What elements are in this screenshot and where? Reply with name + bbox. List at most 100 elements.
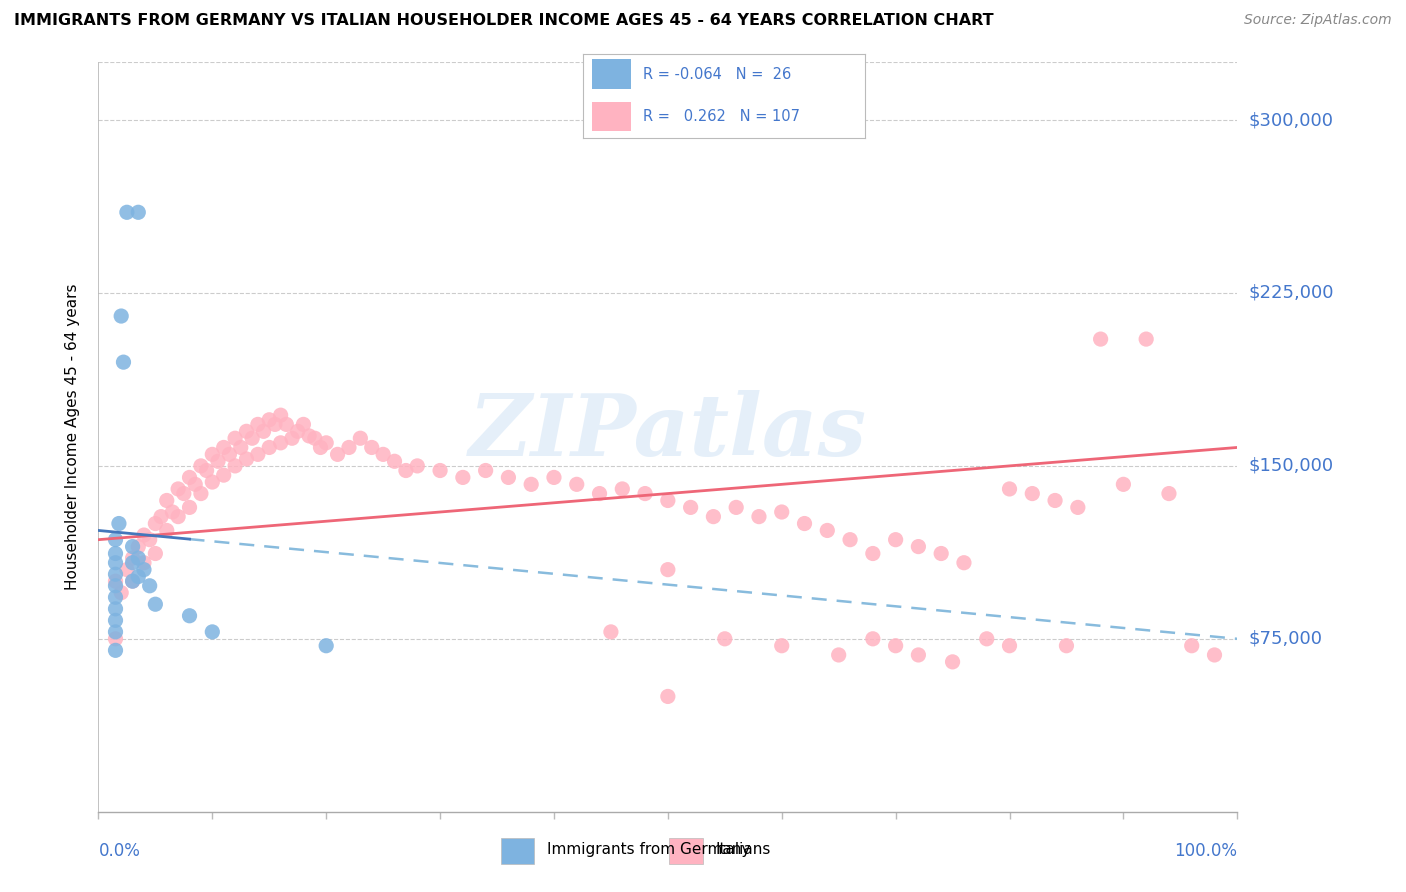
Point <box>167 509 190 524</box>
Point <box>104 591 127 605</box>
Point <box>862 547 884 561</box>
Point <box>634 486 657 500</box>
Text: Italians: Italians <box>716 842 770 857</box>
Point <box>565 477 588 491</box>
Point <box>132 563 155 577</box>
Point <box>270 435 292 450</box>
Point <box>201 447 224 461</box>
Point <box>884 533 907 547</box>
Point <box>121 540 143 554</box>
Point <box>167 482 190 496</box>
Point <box>246 447 269 461</box>
Point <box>104 602 127 616</box>
Point <box>1043 493 1066 508</box>
Point <box>748 509 770 524</box>
Text: $225,000: $225,000 <box>1249 284 1334 302</box>
Point <box>121 574 143 589</box>
Point <box>104 624 127 639</box>
Point <box>384 454 406 468</box>
Text: $75,000: $75,000 <box>1249 630 1323 648</box>
Point <box>121 556 143 570</box>
Point <box>520 477 543 491</box>
Point <box>976 632 998 646</box>
Point <box>1204 648 1226 662</box>
Point <box>474 463 496 477</box>
Point <box>828 648 851 662</box>
Point <box>201 475 224 489</box>
Point <box>179 608 201 623</box>
Point <box>1157 486 1180 500</box>
Point <box>793 516 815 531</box>
Point <box>998 482 1021 496</box>
Point <box>224 458 246 473</box>
Text: R = -0.064   N =  26: R = -0.064 N = 26 <box>643 67 790 82</box>
Point <box>145 516 167 531</box>
Bar <box>501 838 534 863</box>
Point <box>190 458 212 473</box>
Point <box>218 447 240 461</box>
Text: $300,000: $300,000 <box>1249 112 1333 129</box>
Point <box>451 470 474 484</box>
Point <box>429 463 451 477</box>
Point <box>612 482 634 496</box>
Point <box>1135 332 1157 346</box>
Point <box>252 425 274 439</box>
Point <box>315 435 337 450</box>
Point <box>110 585 132 599</box>
Point <box>156 493 179 508</box>
Point <box>349 431 371 445</box>
Point <box>246 417 269 432</box>
Point <box>190 486 212 500</box>
Point <box>173 486 195 500</box>
Point <box>224 431 246 445</box>
Point <box>259 413 281 427</box>
Point <box>1056 639 1078 653</box>
Point <box>104 579 127 593</box>
Point <box>679 500 702 515</box>
Point <box>156 524 179 538</box>
Text: 100.0%: 100.0% <box>1174 842 1237 860</box>
Point <box>839 533 862 547</box>
Point <box>371 447 394 461</box>
Point <box>115 205 138 219</box>
Point <box>304 431 326 445</box>
Point <box>588 486 610 500</box>
Point <box>132 556 155 570</box>
Point <box>657 563 679 577</box>
Point <box>884 639 907 653</box>
Point <box>287 425 309 439</box>
Point <box>1112 477 1135 491</box>
Text: IMMIGRANTS FROM GERMANY VS ITALIAN HOUSEHOLDER INCOME AGES 45 - 64 YEARS CORRELA: IMMIGRANTS FROM GERMANY VS ITALIAN HOUSE… <box>14 13 994 29</box>
Point <box>929 547 952 561</box>
Point <box>725 500 748 515</box>
Point <box>337 441 360 455</box>
Point <box>815 524 838 538</box>
Point <box>195 463 218 477</box>
Point <box>104 533 127 547</box>
Point <box>259 441 281 455</box>
Point <box>770 505 793 519</box>
Bar <box>592 102 631 131</box>
Point <box>212 441 235 455</box>
Point <box>235 425 257 439</box>
Point <box>127 569 149 583</box>
Point <box>714 632 737 646</box>
Point <box>112 355 135 369</box>
Point <box>184 477 207 491</box>
Bar <box>592 60 631 89</box>
Point <box>360 441 382 455</box>
Point <box>115 563 138 577</box>
Point <box>1181 639 1204 653</box>
Point <box>1021 486 1043 500</box>
Text: Source: ZipAtlas.com: Source: ZipAtlas.com <box>1244 13 1392 28</box>
Point <box>127 205 149 219</box>
Point <box>121 551 143 566</box>
Point <box>309 441 332 455</box>
Point <box>326 447 349 461</box>
Point <box>862 632 884 646</box>
Point <box>201 624 224 639</box>
Point <box>104 547 127 561</box>
Point <box>281 431 304 445</box>
Point <box>108 516 131 531</box>
Point <box>104 574 127 589</box>
